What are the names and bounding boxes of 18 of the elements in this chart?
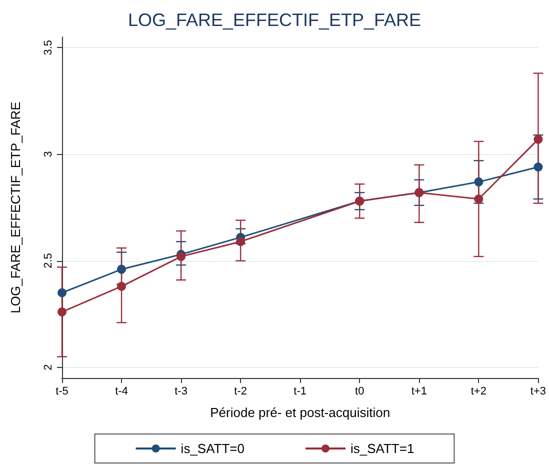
chart-title: LOG_FARE_EFFECTIF_ETP_FARE xyxy=(128,10,422,30)
legend-label: is_SATT=1 xyxy=(350,441,414,456)
y-tick-label: 2 xyxy=(42,364,54,370)
x-axis-title: Période pré- et post-acquisition xyxy=(210,405,390,420)
x-tick-label: t-4 xyxy=(115,386,128,398)
y-axis-title: LOG_FARE_EFFECTIF_ETP_FARE xyxy=(8,101,23,314)
x-tick-label: t-3 xyxy=(174,386,188,398)
y-tick-label: 3.5 xyxy=(42,40,54,56)
x-tick-label: t+3 xyxy=(530,386,546,398)
y-tick-label: 2.5 xyxy=(42,253,54,268)
x-tick-label: t0 xyxy=(355,386,364,398)
x-tick-label: t+1 xyxy=(411,386,427,398)
x-tick-label: t+2 xyxy=(470,386,486,398)
x-tick-label: t-1 xyxy=(294,386,307,398)
y-tick-label: 3 xyxy=(42,151,54,158)
x-tick-label: t-2 xyxy=(234,386,247,398)
x-tick-label: t-5 xyxy=(56,386,68,398)
legend-label: is_SATT=0 xyxy=(180,441,245,456)
